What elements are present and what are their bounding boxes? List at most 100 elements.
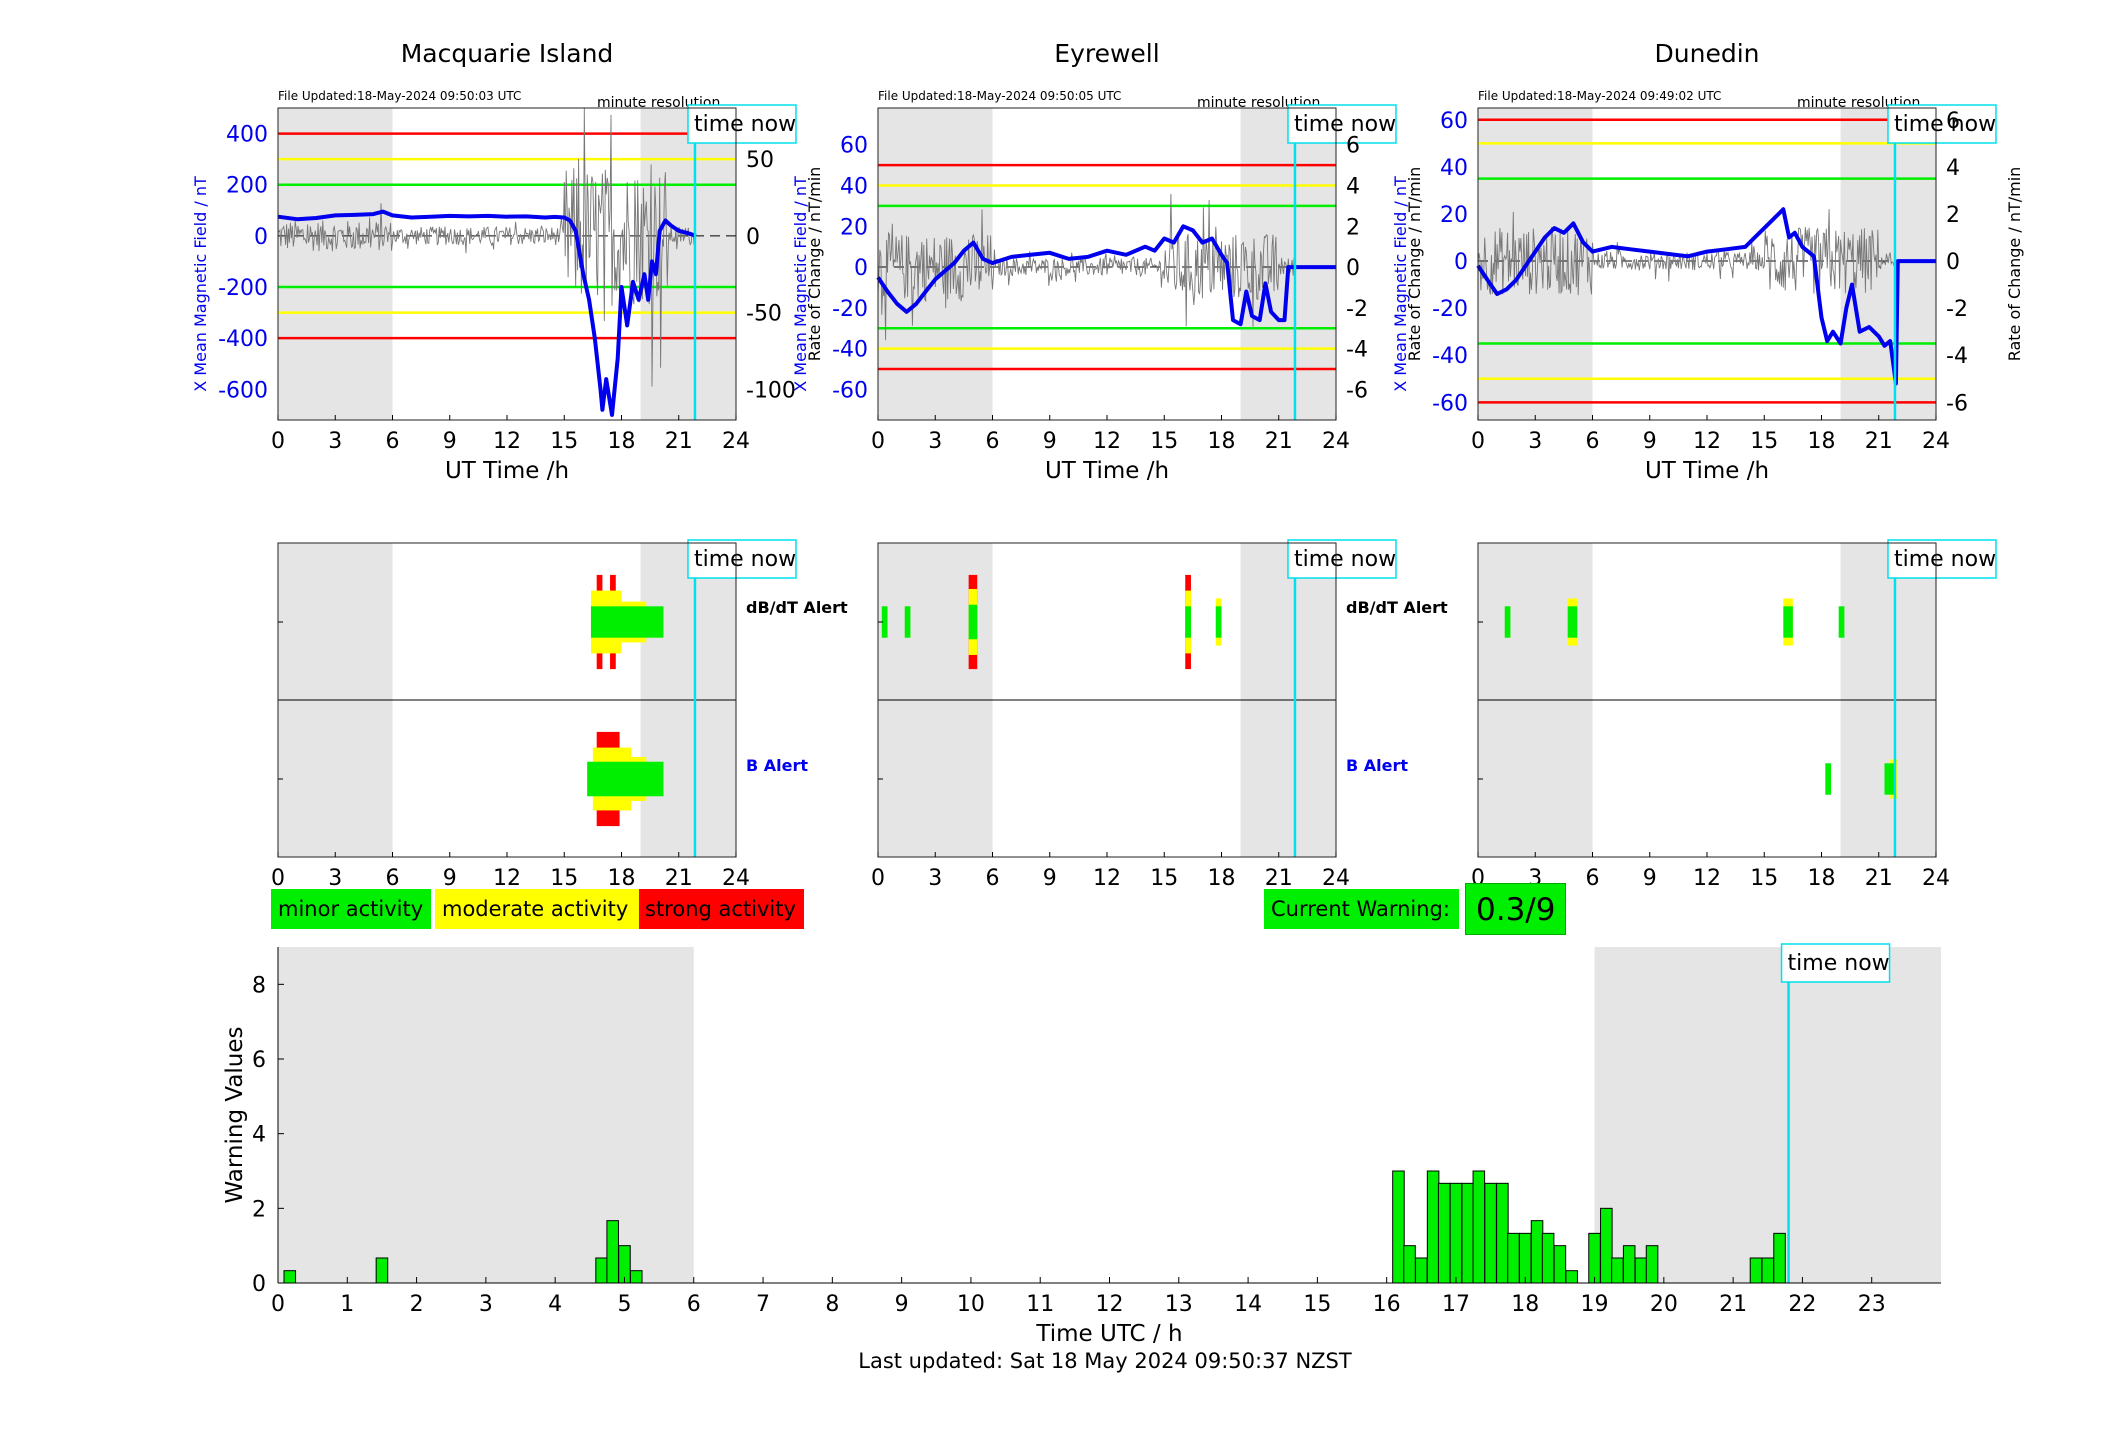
file-updated-text: File Updated:18-May-2024 09:50:05 UTC — [878, 89, 1121, 103]
rate-of-change-trace — [277, 107, 696, 387]
y-right-tick-label: 4 — [1346, 174, 1360, 199]
warning-bar — [1749, 1257, 1763, 1284]
dbdt-alert-block — [590, 606, 664, 638]
y-left-tick-label: 40 — [840, 174, 868, 199]
x-tick-label: 18 — [608, 866, 636, 891]
y-left-tick-label: -600 — [218, 378, 268, 403]
x-tick-label: 24 — [1322, 429, 1350, 454]
warning-bar — [1600, 1207, 1613, 1284]
x-tick-label: 21 — [1719, 1292, 1747, 1317]
x-tick-label: 11 — [1026, 1292, 1054, 1317]
y-right-tick-label: 50 — [746, 148, 774, 173]
x-tick-label: 5 — [617, 1292, 631, 1317]
x-tick-label: 18 — [1511, 1292, 1539, 1317]
dbdt-alert-block — [1185, 606, 1191, 638]
x-tick-label: 24 — [1922, 429, 1950, 454]
warning-bar — [1773, 1232, 1786, 1284]
x-tick-label: 6 — [986, 866, 1000, 891]
x-tick-label: 9 — [1043, 866, 1057, 891]
x-tick-label: 9 — [1643, 429, 1657, 454]
time-now-box — [1887, 539, 1997, 579]
station-title: Dunedin — [1655, 39, 1760, 68]
warning-bar — [1530, 1220, 1544, 1284]
y-right-tick-label: -100 — [746, 378, 796, 403]
x-tick-label: 18 — [1208, 429, 1236, 454]
warning-bar — [1461, 1182, 1475, 1284]
y-left-tick-label: 0 — [854, 256, 868, 281]
x-tick-label: 6 — [1586, 429, 1600, 454]
time-now-label: time now — [1294, 547, 1396, 572]
y-right-axis-label: Rate of Change / nT/min — [805, 167, 824, 362]
warning-bar — [1588, 1232, 1601, 1284]
x-tick-label: 9 — [1043, 429, 1057, 454]
legend-strong-activity: strong activity — [639, 889, 804, 929]
y-left-tick-label: -200 — [218, 276, 268, 301]
dbdt-alert-label: dB/dT Alert — [746, 598, 848, 617]
time-now-label: time now — [1894, 547, 1996, 572]
x-mean-field-line — [1476, 207, 1936, 386]
y-tick-label: 8 — [252, 973, 266, 998]
y-left-axis-label: X Mean Magnetic Field / nT — [191, 176, 210, 392]
warning-bar — [1496, 1182, 1509, 1284]
x-tick-label: 0 — [271, 1292, 285, 1317]
x-tick-label: 0 — [871, 429, 885, 454]
x-mean-field-line — [277, 209, 697, 417]
time-now-box — [687, 539, 797, 579]
x-tick-label: 15 — [1150, 429, 1178, 454]
warning-bar — [1541, 1232, 1555, 1284]
x-tick-label: 15 — [1303, 1292, 1331, 1317]
y-right-tick-label: -4 — [1346, 338, 1368, 363]
warning-bar — [1472, 1170, 1486, 1284]
x-mean-field-line — [876, 224, 1336, 327]
warning-bar — [1484, 1182, 1497, 1284]
b-alert-label: B Alert — [746, 756, 808, 775]
dbdt-alert-block — [1504, 606, 1511, 638]
x-tick-label: 12 — [493, 866, 521, 891]
x-tick-label: 15 — [1750, 429, 1778, 454]
x-tick-label: 9 — [1643, 866, 1657, 891]
y-right-tick-label: 0 — [1946, 250, 1960, 275]
legend-minor-activity: minor activity — [271, 889, 431, 929]
x-tick-label: 21 — [1265, 429, 1293, 454]
x-tick-label: 3 — [479, 1292, 493, 1317]
x-tick-label: 21 — [665, 866, 693, 891]
x-tick-label: 3 — [328, 429, 342, 454]
time-now-label: time now — [1294, 112, 1396, 137]
y-left-tick-label: -20 — [832, 297, 868, 322]
x-tick-label: 9 — [895, 1292, 909, 1317]
current-warning-value: 0.3/9 — [1465, 883, 1567, 935]
y-right-tick-label: 4 — [1946, 156, 1960, 181]
y-axis-label: Warning Values — [222, 1026, 248, 1203]
x-tick-label: 3 — [928, 866, 942, 891]
y-left-tick-label: 20 — [1440, 203, 1468, 228]
warning-bar — [1403, 1245, 1416, 1284]
x-tick-label: 6 — [986, 429, 1000, 454]
warning-bar — [1645, 1245, 1659, 1284]
x-tick-label: 18 — [608, 429, 636, 454]
y-left-tick-label: -20 — [1432, 297, 1468, 322]
y-left-tick-label: -40 — [1432, 344, 1468, 369]
y-left-tick-label: -400 — [218, 327, 268, 352]
dbdt-alert-block — [904, 606, 911, 638]
y-right-tick-label: 2 — [1346, 215, 1360, 240]
y-right-tick-label: -50 — [746, 302, 782, 327]
alert-panels: time now 0 3 6 9 12 15 18 21 24 dB/dT Alert B Alert… — [271, 539, 1997, 891]
rate-of-change-trace — [877, 193, 1296, 341]
y-right-tick-label: 6 — [1946, 109, 1960, 134]
dbdt-alert-label: dB/dT Alert — [1346, 598, 1448, 617]
y-right-axis-label: Rate of Change / nT/min — [1405, 167, 1424, 362]
y-right-tick-label: 0 — [746, 225, 760, 250]
x-tick-label: 6 — [386, 866, 400, 891]
x-tick-label: 18 — [1808, 866, 1836, 891]
x-axis-label: UT Time /h — [1645, 458, 1769, 484]
x-tick-label: 24 — [722, 429, 750, 454]
y-left-tick-label: 60 — [1440, 109, 1468, 134]
night-band — [278, 947, 694, 1283]
x-tick-label: 21 — [665, 429, 693, 454]
time-now-label: time now — [694, 547, 796, 572]
y-left-tick-label: 60 — [840, 134, 868, 159]
time-now-label: time now — [694, 112, 796, 137]
dbdt-alert-block — [1567, 606, 1578, 638]
